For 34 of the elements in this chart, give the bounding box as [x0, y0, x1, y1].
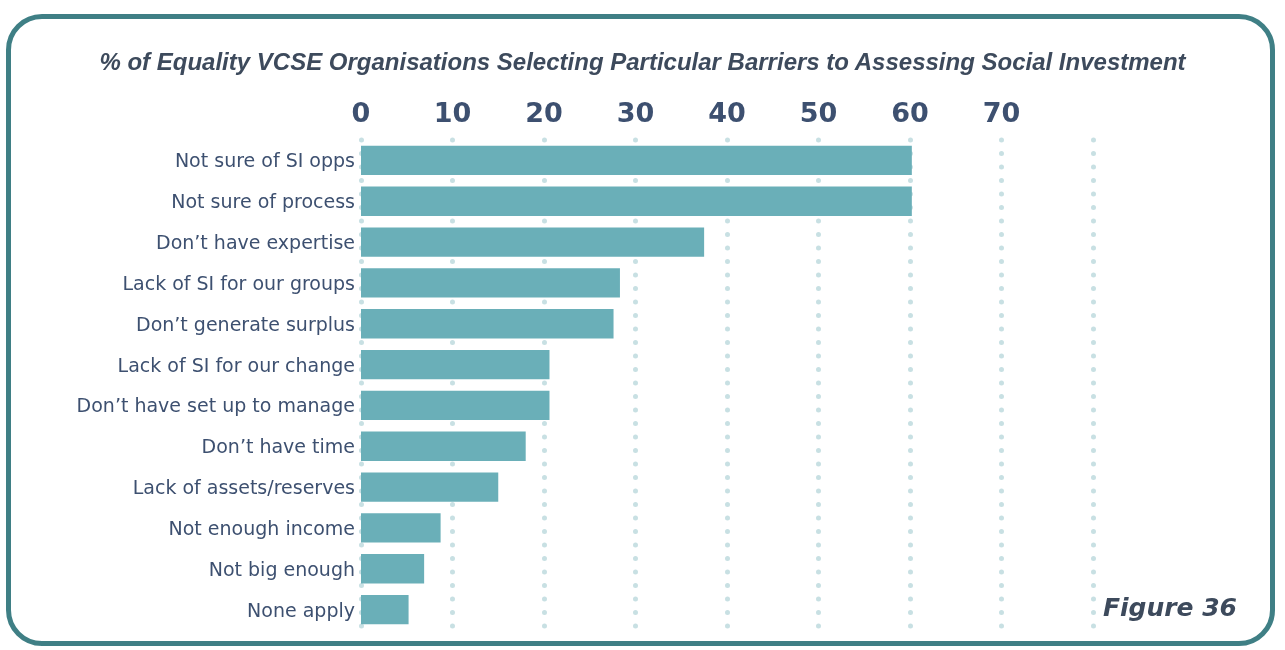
bar: [361, 554, 425, 584]
y-tick-label: Not sure of SI opps: [174, 149, 355, 172]
y-tick-label: Not sure of process: [171, 190, 355, 213]
y-tick-label: Don’t have set up to manage: [76, 394, 355, 417]
bar: [361, 227, 705, 257]
bar: [361, 145, 912, 176]
bar: [361, 268, 620, 298]
y-tick-label: Lack of SI for our change: [117, 353, 355, 376]
y-tick-label: Don’t have expertise: [156, 231, 355, 254]
x-tick-label: 60: [891, 97, 929, 128]
x-tick-label: 30: [616, 97, 655, 128]
x-tick-label: 50: [799, 97, 838, 128]
y-tick-label: None apply: [247, 598, 355, 621]
y-tick-label: Lack of assets/reserves: [132, 476, 355, 499]
bar: [361, 431, 526, 461]
bar: [361, 186, 912, 216]
x-tick-label: 0: [351, 97, 371, 128]
bar: [361, 472, 499, 502]
bar: [361, 349, 550, 380]
bar: [361, 594, 409, 625]
y-tick-label: Lack of SI for our groups: [122, 271, 355, 294]
x-tick-label: 40: [708, 97, 746, 128]
x-tick-label: 20: [525, 97, 563, 128]
y-tick-label: Not enough income: [168, 516, 355, 539]
y-tick-label: Don’t have time: [201, 435, 355, 458]
bar: [361, 390, 550, 421]
caption: Figure 36: [1102, 593, 1238, 622]
x-tick-label: 10: [433, 97, 472, 128]
y-tick-label: Don’t generate surplus: [136, 312, 355, 335]
bar: [361, 513, 441, 543]
chart-title: % of Equality VCSE Organisations Selecting Particular Barriers to Assessing Social Investment: [99, 47, 1187, 75]
x-tick-label: 70: [982, 97, 1021, 128]
bar: [361, 309, 614, 339]
y-tick-label: Not big enough: [208, 557, 355, 580]
